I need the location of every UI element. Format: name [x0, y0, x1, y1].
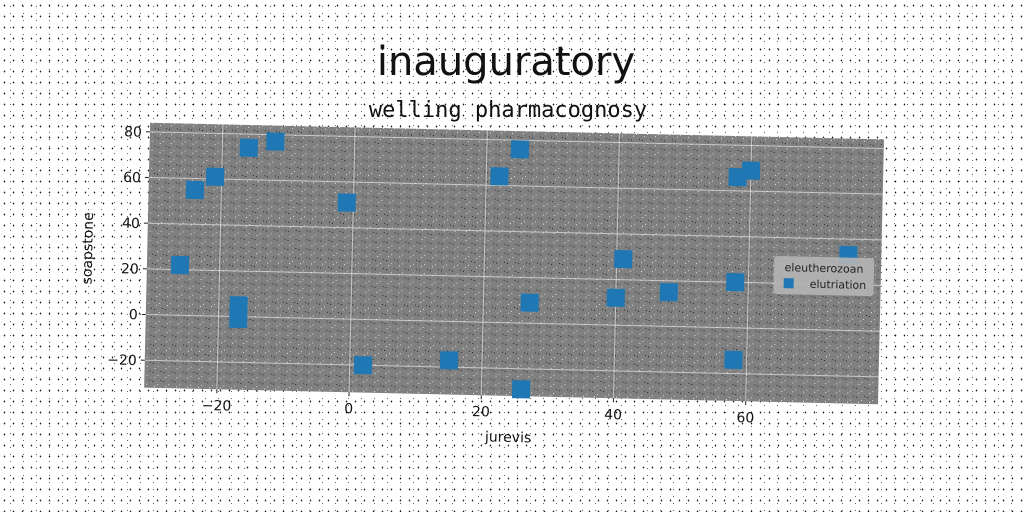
grid-line-y: [145, 314, 880, 332]
data-point: [614, 249, 633, 269]
data-points: [170, 132, 858, 399]
chart-title: inauguratory: [377, 39, 635, 85]
data-point: [439, 351, 459, 370]
y-tick-label: −20: [107, 352, 137, 369]
grid-line-y: [144, 359, 879, 378]
y-axis-label: soapstone: [79, 212, 97, 285]
legend-marker: [783, 278, 794, 289]
data-point: [726, 273, 745, 292]
legend-box: [773, 255, 875, 297]
y-tick-label: 40: [122, 216, 140, 232]
data-point: [353, 355, 373, 375]
x-tick-label: 0: [344, 401, 353, 417]
y-tick-label: 0: [129, 307, 138, 323]
data-point: [520, 293, 539, 312]
x-tick-label: 40: [604, 407, 622, 423]
legend-title: eleutherozoan: [784, 261, 863, 276]
data-point: [724, 350, 743, 370]
grid-line-x: [348, 127, 356, 393]
y-tick-label: 80: [124, 124, 142, 140]
data-point: [205, 167, 225, 186]
data-point: [239, 138, 259, 157]
plot-noise: [144, 122, 884, 405]
grid-line-x: [480, 130, 488, 396]
x-axis-label: jurevis: [484, 429, 532, 446]
grid-line-y: [147, 222, 882, 241]
data-point: [741, 161, 761, 180]
plot-area: −20 0 20 40 60 −20 0 20 40 60 80 jurevis soapston…: [79, 122, 884, 446]
data-point: [229, 296, 248, 315]
data-point: [229, 309, 248, 329]
legend: eleutherozoan elutriation: [773, 255, 875, 297]
y-axis-ticks: −20 0 20 40 60 80: [107, 124, 150, 369]
x-tick-label: 20: [472, 404, 490, 420]
data-point: [510, 140, 530, 159]
legend-entry-label: elutriation: [810, 278, 867, 292]
grid-line-y: [146, 268, 881, 287]
data-point: [490, 167, 509, 186]
y-tick-label: 20: [121, 261, 139, 277]
data-point: [511, 380, 531, 399]
chart-subtitle: welling pharmacognosy: [369, 98, 647, 123]
data-point: [337, 193, 356, 212]
y-tick-label: 60: [123, 170, 141, 186]
x-axis-ticks: −20 0 20 40 60: [202, 389, 754, 426]
x-tick-label: −20: [202, 398, 232, 415]
data-point: [170, 255, 190, 275]
grid-line-x: [745, 136, 753, 402]
data-point: [606, 288, 626, 308]
grid-line-y: [148, 177, 883, 195]
data-point: [266, 132, 285, 151]
data-point: [185, 180, 205, 200]
x-tick-label: 60: [736, 410, 754, 426]
data-point: [659, 282, 679, 302]
